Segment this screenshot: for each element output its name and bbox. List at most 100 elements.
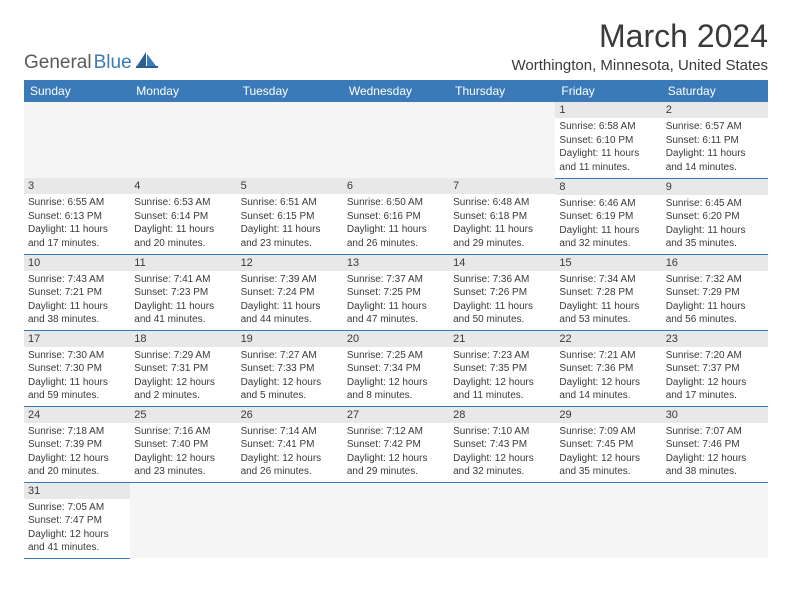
day-number: 15 (555, 255, 661, 271)
day-number: 21 (449, 331, 555, 347)
day-number: 7 (449, 178, 555, 194)
calendar-day-cell: 2Sunrise: 6:57 AMSunset: 6:11 PMDaylight… (662, 102, 768, 178)
logo-text-blue: Blue (94, 52, 132, 74)
calendar-day-cell: 9Sunrise: 6:45 AMSunset: 6:20 PMDaylight… (662, 178, 768, 254)
day-details: Sunrise: 7:09 AMSunset: 7:45 PMDaylight:… (555, 423, 661, 481)
logo-text-general: General (24, 52, 92, 74)
day-number: 11 (130, 255, 236, 271)
day-number: 26 (237, 407, 343, 423)
day-number: 27 (343, 407, 449, 423)
day-details: Sunrise: 7:07 AMSunset: 7:46 PMDaylight:… (662, 423, 768, 481)
day-details: Sunrise: 7:37 AMSunset: 7:25 PMDaylight:… (343, 271, 449, 329)
calendar-day-cell (130, 102, 236, 178)
calendar-day-cell: 6Sunrise: 6:50 AMSunset: 6:16 PMDaylight… (343, 178, 449, 254)
calendar-day-cell: 5Sunrise: 6:51 AMSunset: 6:15 PMDaylight… (237, 178, 343, 254)
calendar-day-cell: 1Sunrise: 6:58 AMSunset: 6:10 PMDaylight… (555, 102, 661, 178)
day-number: 28 (449, 407, 555, 423)
sail-icon (136, 51, 158, 74)
calendar-day-cell: 27Sunrise: 7:12 AMSunset: 7:42 PMDayligh… (343, 406, 449, 482)
calendar-day-cell: 23Sunrise: 7:20 AMSunset: 7:37 PMDayligh… (662, 330, 768, 406)
calendar-day-cell: 3Sunrise: 6:55 AMSunset: 6:13 PMDaylight… (24, 178, 130, 254)
calendar-day-cell (343, 102, 449, 178)
weekday-header-row: SundayMondayTuesdayWednesdayThursdayFrid… (24, 80, 768, 102)
day-number: 31 (24, 483, 130, 499)
calendar-day-cell: 19Sunrise: 7:27 AMSunset: 7:33 PMDayligh… (237, 330, 343, 406)
weekday-header: Wednesday (343, 80, 449, 102)
day-details: Sunrise: 6:50 AMSunset: 6:16 PMDaylight:… (343, 194, 449, 252)
calendar-day-cell: 30Sunrise: 7:07 AMSunset: 7:46 PMDayligh… (662, 406, 768, 482)
calendar-day-cell: 10Sunrise: 7:43 AMSunset: 7:21 PMDayligh… (24, 254, 130, 330)
day-details: Sunrise: 6:45 AMSunset: 6:20 PMDaylight:… (662, 195, 768, 253)
day-details: Sunrise: 7:25 AMSunset: 7:34 PMDaylight:… (343, 347, 449, 405)
day-details: Sunrise: 6:51 AMSunset: 6:15 PMDaylight:… (237, 194, 343, 252)
day-details: Sunrise: 7:14 AMSunset: 7:41 PMDaylight:… (237, 423, 343, 481)
calendar-body: 1Sunrise: 6:58 AMSunset: 6:10 PMDaylight… (24, 102, 768, 558)
day-number: 8 (555, 179, 661, 195)
calendar-week-row: 31Sunrise: 7:05 AMSunset: 7:47 PMDayligh… (24, 482, 768, 558)
location-text: Worthington, Minnesota, United States (511, 57, 768, 74)
calendar-day-cell (130, 482, 236, 558)
calendar-day-cell (449, 102, 555, 178)
day-details: Sunrise: 6:48 AMSunset: 6:18 PMDaylight:… (449, 194, 555, 252)
calendar-day-cell: 16Sunrise: 7:32 AMSunset: 7:29 PMDayligh… (662, 254, 768, 330)
title-block: March 2024 Worthington, Minnesota, Unite… (511, 18, 768, 74)
calendar-week-row: 24Sunrise: 7:18 AMSunset: 7:39 PMDayligh… (24, 406, 768, 482)
calendar-day-cell (555, 482, 661, 558)
calendar-day-cell: 28Sunrise: 7:10 AMSunset: 7:43 PMDayligh… (449, 406, 555, 482)
day-details: Sunrise: 7:16 AMSunset: 7:40 PMDaylight:… (130, 423, 236, 481)
calendar-day-cell (343, 482, 449, 558)
weekday-header: Sunday (24, 80, 130, 102)
day-details: Sunrise: 6:55 AMSunset: 6:13 PMDaylight:… (24, 194, 130, 252)
day-number: 17 (24, 331, 130, 347)
day-details: Sunrise: 7:30 AMSunset: 7:30 PMDaylight:… (24, 347, 130, 405)
calendar-day-cell: 13Sunrise: 7:37 AMSunset: 7:25 PMDayligh… (343, 254, 449, 330)
day-details: Sunrise: 7:05 AMSunset: 7:47 PMDaylight:… (24, 499, 130, 557)
day-number: 19 (237, 331, 343, 347)
calendar-week-row: 1Sunrise: 6:58 AMSunset: 6:10 PMDaylight… (24, 102, 768, 178)
calendar-day-cell (662, 482, 768, 558)
weekday-header: Friday (555, 80, 661, 102)
header: GeneralBlue March 2024 Worthington, Minn… (24, 18, 768, 74)
day-number: 6 (343, 178, 449, 194)
day-details: Sunrise: 7:18 AMSunset: 7:39 PMDaylight:… (24, 423, 130, 481)
calendar-day-cell: 24Sunrise: 7:18 AMSunset: 7:39 PMDayligh… (24, 406, 130, 482)
day-details: Sunrise: 6:53 AMSunset: 6:14 PMDaylight:… (130, 194, 236, 252)
day-details: Sunrise: 7:39 AMSunset: 7:24 PMDaylight:… (237, 271, 343, 329)
day-details: Sunrise: 7:41 AMSunset: 7:23 PMDaylight:… (130, 271, 236, 329)
calendar-day-cell: 15Sunrise: 7:34 AMSunset: 7:28 PMDayligh… (555, 254, 661, 330)
day-number: 3 (24, 178, 130, 194)
weekday-header: Thursday (449, 80, 555, 102)
day-number: 13 (343, 255, 449, 271)
weekday-header: Saturday (662, 80, 768, 102)
day-number: 18 (130, 331, 236, 347)
day-details: Sunrise: 7:23 AMSunset: 7:35 PMDaylight:… (449, 347, 555, 405)
day-number: 20 (343, 331, 449, 347)
calendar-day-cell (237, 482, 343, 558)
calendar-week-row: 10Sunrise: 7:43 AMSunset: 7:21 PMDayligh… (24, 254, 768, 330)
calendar-day-cell: 25Sunrise: 7:16 AMSunset: 7:40 PMDayligh… (130, 406, 236, 482)
calendar-day-cell: 26Sunrise: 7:14 AMSunset: 7:41 PMDayligh… (237, 406, 343, 482)
day-details: Sunrise: 7:36 AMSunset: 7:26 PMDaylight:… (449, 271, 555, 329)
day-details: Sunrise: 7:27 AMSunset: 7:33 PMDaylight:… (237, 347, 343, 405)
weekday-header: Tuesday (237, 80, 343, 102)
day-details: Sunrise: 6:57 AMSunset: 6:11 PMDaylight:… (662, 118, 768, 176)
day-details: Sunrise: 7:43 AMSunset: 7:21 PMDaylight:… (24, 271, 130, 329)
day-number: 22 (555, 331, 661, 347)
day-number: 16 (662, 255, 768, 271)
calendar-day-cell (237, 102, 343, 178)
calendar-day-cell: 14Sunrise: 7:36 AMSunset: 7:26 PMDayligh… (449, 254, 555, 330)
calendar-day-cell: 20Sunrise: 7:25 AMSunset: 7:34 PMDayligh… (343, 330, 449, 406)
day-number: 2 (662, 102, 768, 118)
day-number: 5 (237, 178, 343, 194)
day-number: 10 (24, 255, 130, 271)
day-details: Sunrise: 7:21 AMSunset: 7:36 PMDaylight:… (555, 347, 661, 405)
month-title: March 2024 (511, 18, 768, 55)
day-number: 24 (24, 407, 130, 423)
day-details: Sunrise: 7:20 AMSunset: 7:37 PMDaylight:… (662, 347, 768, 405)
calendar-day-cell: 7Sunrise: 6:48 AMSunset: 6:18 PMDaylight… (449, 178, 555, 254)
day-number: 30 (662, 407, 768, 423)
day-details: Sunrise: 6:46 AMSunset: 6:19 PMDaylight:… (555, 195, 661, 253)
day-number: 12 (237, 255, 343, 271)
calendar-day-cell: 31Sunrise: 7:05 AMSunset: 7:47 PMDayligh… (24, 482, 130, 558)
day-number: 1 (555, 102, 661, 118)
